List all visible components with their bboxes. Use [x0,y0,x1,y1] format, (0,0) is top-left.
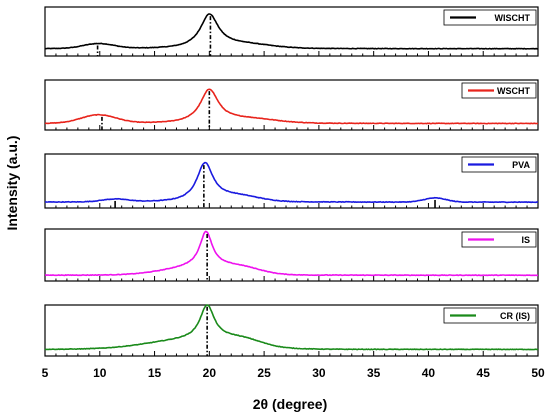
x-tick-label: 30 [312,366,326,380]
legend-label: CR (IS) [500,311,530,321]
x-tick-label: 40 [422,366,436,380]
panel-1: WISCHT [44,6,539,57]
series-line-wscht [44,88,539,125]
series-line-wischt [44,13,539,50]
panel-5: CR (IS) [44,304,539,357]
x-tick-label: 50 [531,366,545,380]
x-tick-label: 15 [148,366,162,380]
x-tick-label: 5 [42,366,49,380]
panel-2: WSCHT [44,79,539,131]
legend-4: IS [461,231,537,248]
panel-ticks [44,276,539,281]
x-tick-labels: 5 10 15 20 25 30 35 40 45 50 [42,366,545,380]
x-tick-label: 35 [367,366,381,380]
legend-3: PVA [461,156,537,173]
legend-1: WISCHT [443,9,537,26]
panel-ticks [44,125,539,130]
legend-5: CR (IS) [443,307,537,324]
legend-box [443,9,537,26]
x-axis-label: 2θ (degree) [253,396,327,412]
series-line-cr-is- [44,304,539,351]
legend-box [461,82,537,99]
legend-box [443,307,537,324]
panels-layer: WISCHT WSCHT PVA IS CR (IS) [44,6,539,357]
panel-ticks [44,51,539,56]
x-tick-label: 25 [257,366,271,380]
panel-ticks [44,351,539,356]
series-line-pva [44,161,539,204]
legend-box [461,231,537,248]
legend-2: WSCHT [461,82,537,99]
legend-label: IS [521,235,530,245]
x-tick-label: 20 [203,366,217,380]
legend-label: PVA [512,160,530,170]
legend-label: WSCHT [497,86,530,96]
panel-frame [44,228,539,282]
x-tick-label: 10 [93,366,107,380]
legend-label: WISCHT [495,13,531,23]
panel-ticks [44,203,539,208]
series-line-is [44,230,539,277]
legend-box [461,156,537,173]
x-tick-label: 45 [477,366,491,380]
panel-3: PVA [44,153,539,209]
panel-4: IS [44,228,539,282]
y-axis-label: Intensity (a.u.) [4,136,20,231]
